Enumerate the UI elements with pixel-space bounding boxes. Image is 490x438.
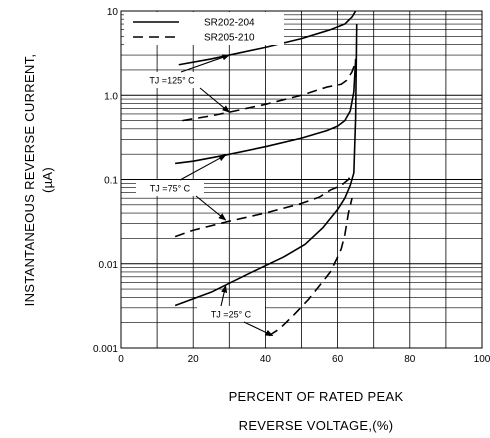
annotation-arrow: [179, 154, 227, 181]
series-line-sr202-204-tj-25-c: [174, 24, 358, 307]
y-tick-label: 0.01: [99, 260, 119, 271]
x-tick-label: 20: [188, 354, 200, 365]
annotation-label: TJ =75° C: [150, 184, 191, 194]
x-tick-label: 60: [332, 354, 344, 365]
annotation-background: [135, 72, 209, 88]
annotation-background: [136, 180, 204, 196]
legend-label-solid: SR202-204: [204, 18, 255, 29]
annotations: TJ =125° C TJ =75° C TJ =25° C: [135, 54, 274, 337]
series-line-sr202-204-tj-75-c: [175, 58, 357, 165]
x-tick-label: 100: [474, 354, 490, 365]
temperature-annotation: TJ =125° C: [135, 54, 231, 113]
x-tick-label: 40: [260, 354, 272, 365]
y-axis-title-line-1: INSTANTANEOUS REVERSE CURRENT,: [22, 54, 37, 307]
annotation-arrow: [180, 54, 231, 73]
x-tick-label: 80: [404, 354, 416, 365]
plot-frame: [120, 10, 483, 349]
temperature-annotation: TJ =25° C: [197, 284, 274, 337]
series-line-sr202-204-tj-125-c: [178, 11, 357, 66]
annotation-arrow: [199, 87, 230, 113]
y-axis-title-line-2: (µA): [40, 167, 55, 193]
legend-box: [124, 12, 284, 45]
temperature-annotation: TJ =75° C: [136, 154, 227, 221]
legend-label-dashed: SR205-210: [204, 33, 255, 44]
annotation-arrow: [195, 195, 227, 221]
y-tick-label: 0.1: [104, 176, 118, 187]
series-line-sr205-210-tj-75-c: [174, 172, 353, 238]
series-line-sr205-210-tj-125-c: [182, 61, 357, 122]
x-axis-title-line-2: REVERSE VOLTAGE,(%): [239, 418, 394, 433]
annotation-arrow: [220, 284, 228, 307]
legend: SR202-204 SR205-210: [124, 12, 284, 45]
tick-labels: 0 20 40 60 80 100 0.001 0.01 0.1 1.0 10: [93, 7, 490, 365]
y-tick-label: 1.0: [104, 91, 118, 102]
annotation-label: TJ =25° C: [211, 310, 252, 320]
y-tick-label: 0.001: [93, 344, 118, 355]
x-axis-title-line-1: PERCENT OF RATED PEAK: [229, 389, 404, 404]
annotation-arrow: [243, 321, 274, 337]
y-tick-label: 10: [107, 7, 119, 18]
annotation-background: [197, 306, 265, 322]
series-line-sr205-210-tj-25-c: [268, 198, 353, 337]
x-tick-label: 0: [118, 354, 124, 365]
series-lines: [174, 11, 358, 337]
annotation-label: TJ =125° C: [149, 76, 195, 86]
grid: [121, 11, 482, 348]
